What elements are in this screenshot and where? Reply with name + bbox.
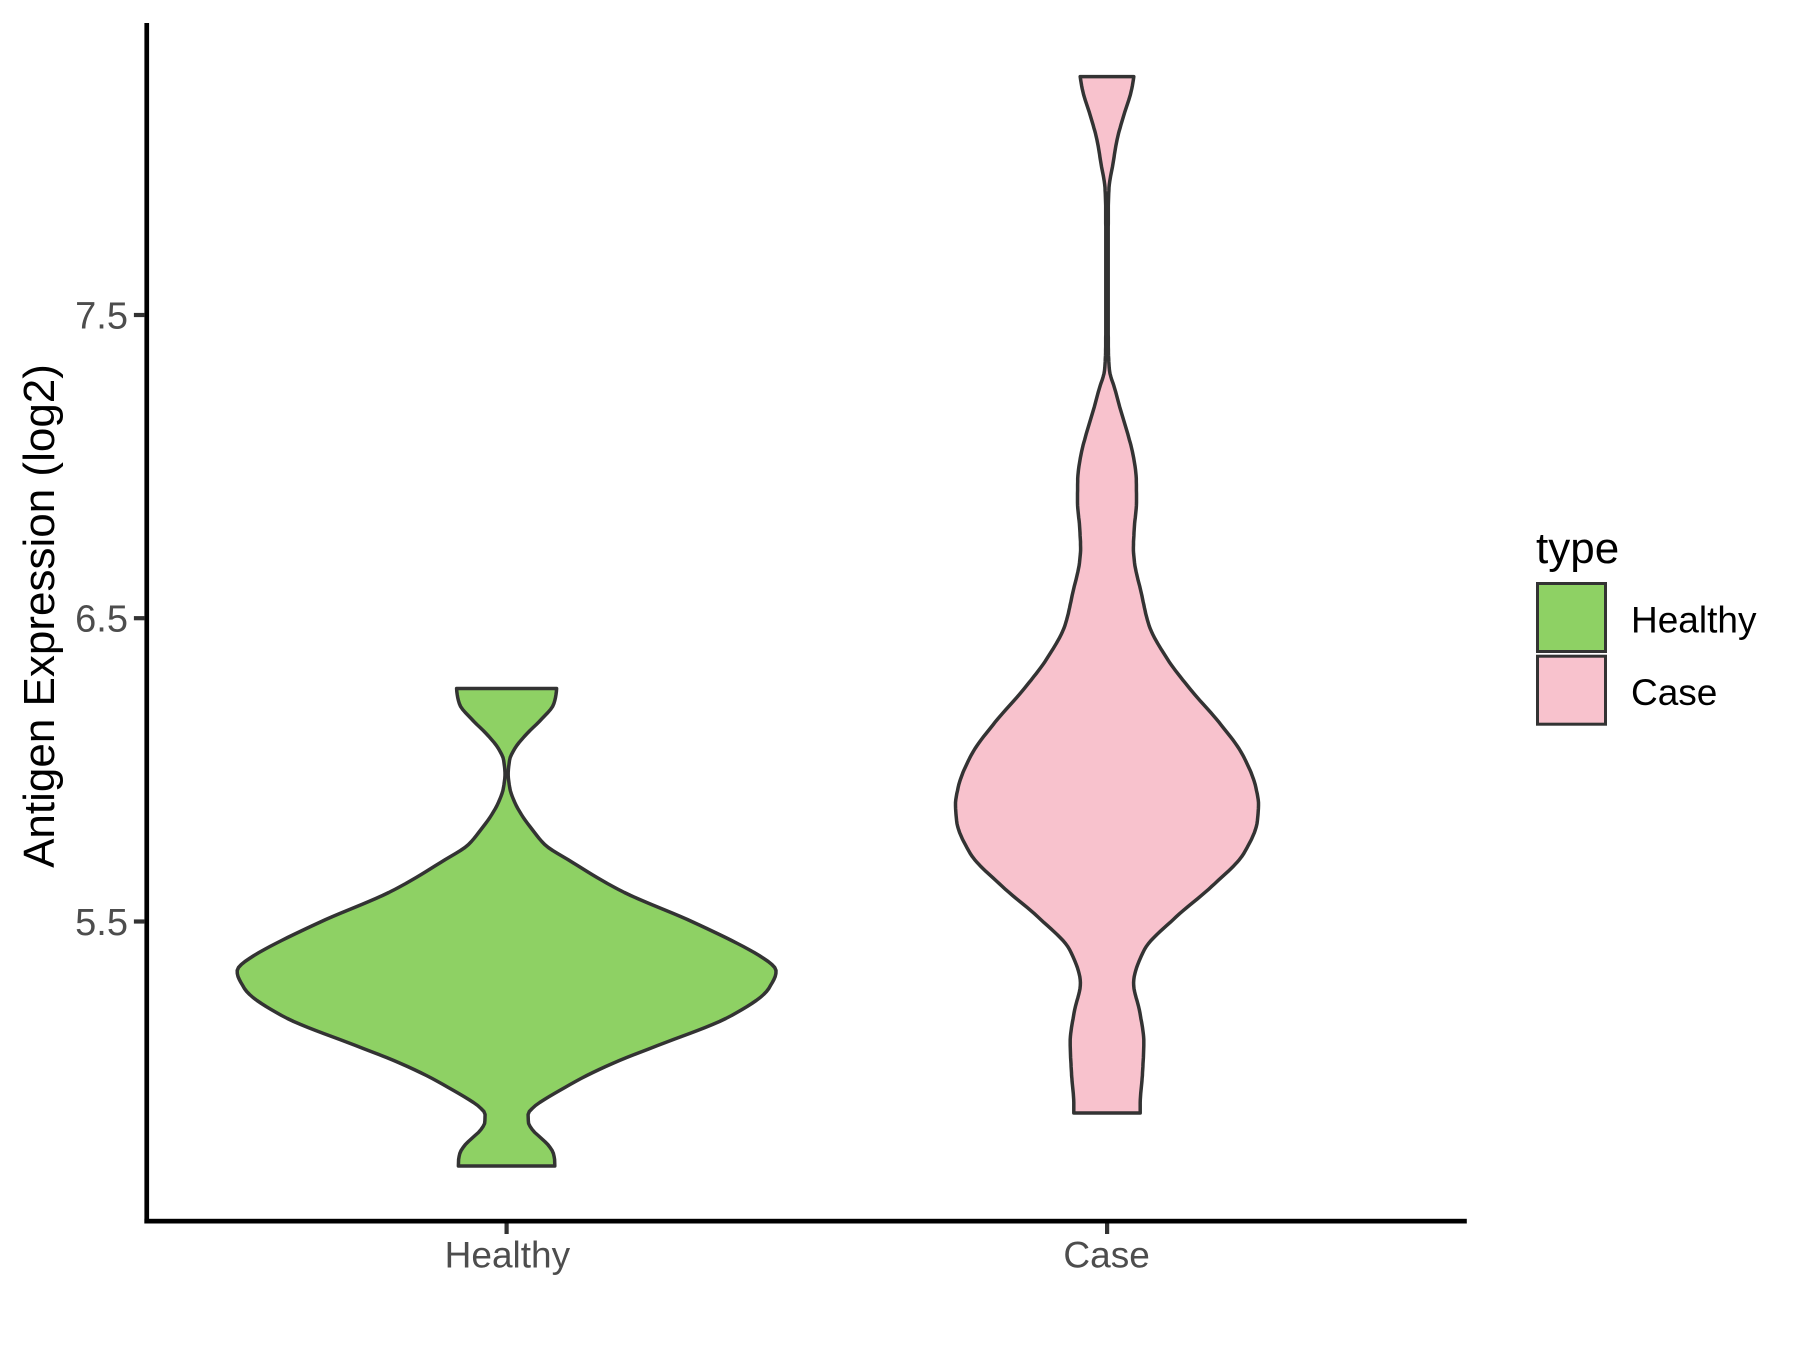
svg-text:Case: Case (1631, 672, 1717, 713)
svg-text:Healthy: Healthy (445, 1235, 571, 1276)
svg-text:6.5: 6.5 (75, 599, 128, 641)
svg-text:5.5: 5.5 (75, 902, 128, 944)
svg-text:Healthy: Healthy (1631, 600, 1757, 641)
svg-text:type: type (1536, 524, 1619, 573)
svg-text:Antigen Expression (log2): Antigen Expression (log2) (15, 364, 64, 868)
svg-text:7.5: 7.5 (75, 295, 128, 337)
svg-text:Case: Case (1063, 1235, 1149, 1276)
